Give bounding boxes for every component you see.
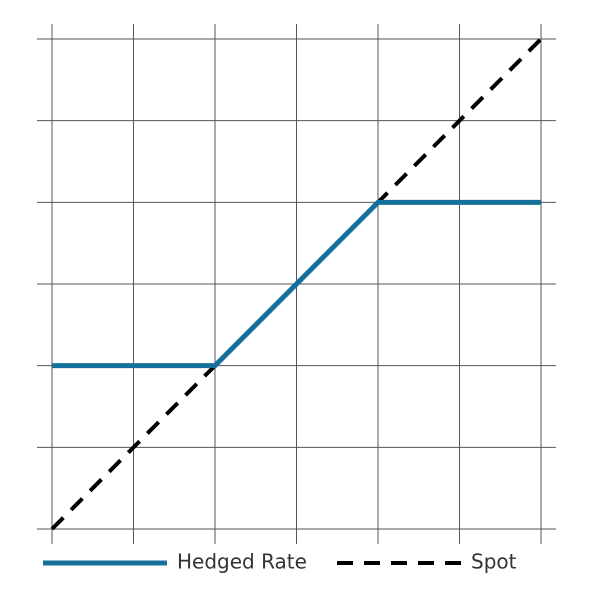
legend-label: Hedged Rate xyxy=(177,550,307,574)
series-line xyxy=(50,37,543,531)
legend-label: Spot xyxy=(471,550,517,574)
series-line xyxy=(52,199,541,369)
